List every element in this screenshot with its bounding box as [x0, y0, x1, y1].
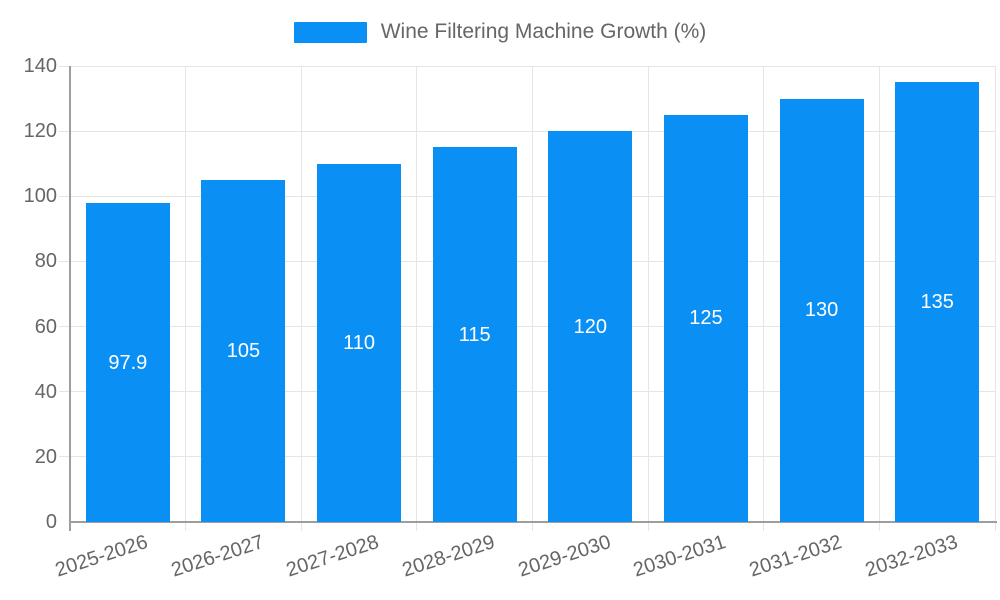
y-tick-label: 0 [45, 511, 57, 533]
x-tick-label: 2025-2026 [52, 531, 151, 582]
y-tick-label: 80 [34, 250, 57, 273]
h-gridline [59, 326, 995, 328]
x-tick-label: 2030-2031 [630, 531, 729, 582]
y-tick-label: 60 [34, 315, 57, 338]
x-tick-label: 2031-2032 [746, 531, 845, 582]
legend-swatch[interactable] [293, 21, 367, 43]
bar[interactable] [317, 163, 402, 522]
v-gridline [532, 66, 533, 531]
y-tick-label: 140 [23, 55, 57, 77]
bar[interactable] [201, 180, 286, 522]
bar[interactable] [779, 98, 864, 522]
bar[interactable] [663, 114, 748, 522]
h-gridline [59, 65, 995, 67]
y-axis-line [68, 66, 71, 531]
v-gridline [647, 66, 649, 531]
bar[interactable] [895, 82, 980, 522]
x-tick-label: 2028-2029 [399, 531, 498, 582]
v-gridline [185, 66, 187, 531]
v-gridline [763, 66, 765, 531]
x-tick-label: 2027-2028 [284, 531, 382, 582]
y-tick-label: 100 [23, 185, 57, 208]
bar-value-label: 105 [226, 340, 261, 362]
legend[interactable]: Wine Filtering Machine Growth (%) [0, 20, 1000, 44]
bar-value-label: 130 [804, 299, 839, 322]
bar-value-label: 125 [689, 307, 723, 330]
x-tick-label: 2026-2027 [168, 531, 267, 582]
v-gridline [878, 66, 880, 531]
bar[interactable] [548, 131, 633, 522]
x-tick-label: 2032-2033 [862, 531, 960, 582]
bar[interactable] [85, 203, 170, 522]
bar-value-label: 110 [343, 331, 375, 354]
y-tick-label: 20 [34, 445, 57, 468]
v-gridline [416, 66, 418, 531]
y-tick-label: 120 [23, 120, 57, 143]
legend-label: Wine Filtering Machine Growth (%) [380, 20, 707, 43]
x-tick-label: 2029-2030 [515, 531, 614, 582]
h-gridline [59, 195, 995, 197]
h-gridline [59, 130, 995, 132]
h-gridline [59, 260, 995, 262]
bar[interactable] [432, 147, 517, 522]
v-gridline [300, 66, 302, 531]
h-gridline [59, 391, 995, 393]
v-gridline [994, 66, 996, 531]
x-axis-line [70, 521, 997, 523]
bar-value-label: 135 [920, 291, 954, 314]
h-gridline [59, 456, 995, 458]
bar-value-label: 120 [573, 315, 607, 338]
y-tick-label: 40 [34, 380, 57, 403]
bar-value-label: 97.9 [108, 351, 148, 374]
bar-value-label: 115 [458, 323, 491, 346]
